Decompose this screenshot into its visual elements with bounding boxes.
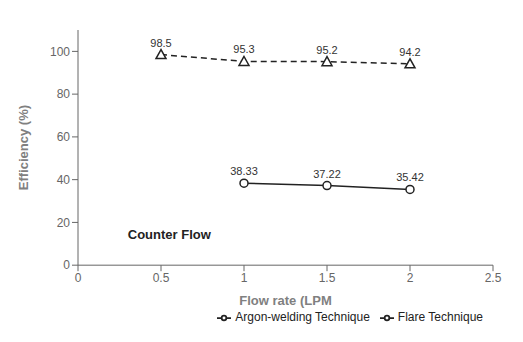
- html-text:Flare Technique: Flare Technique: [397, 310, 483, 325]
- svg-text:37.22: 37.22: [313, 168, 341, 180]
- svg-text:0: 0: [63, 258, 70, 272]
- svg-text:40: 40: [57, 173, 71, 187]
- svg-text:0.5: 0.5: [153, 271, 170, 285]
- svg-text:38.33: 38.33: [230, 165, 258, 177]
- svg-text:98.5: 98.5: [150, 37, 171, 49]
- svg-text:Flow rate (LPM: Flow rate (LPM: [239, 293, 331, 308]
- svg-text:60: 60: [57, 130, 71, 144]
- svg-text:20: 20: [57, 216, 71, 230]
- svg-text:94.2: 94.2: [399, 46, 420, 58]
- svg-text:95.2: 95.2: [316, 44, 337, 56]
- svg-text:2: 2: [407, 271, 414, 285]
- svg-text:Counter Flow: Counter Flow: [128, 227, 212, 242]
- svg-text:1.5: 1.5: [319, 271, 336, 285]
- svg-text:100: 100: [50, 45, 70, 59]
- svg-text:1: 1: [241, 271, 248, 285]
- svg-text:0: 0: [75, 271, 82, 285]
- svg-text:Efficiency (%): Efficiency (%): [16, 105, 31, 190]
- svg-text:2.5: 2.5: [485, 271, 502, 285]
- svg-text:95.3: 95.3: [233, 43, 254, 55]
- html-text:Argon-welding Technique: Argon-welding Technique: [235, 310, 370, 325]
- svg-text:80: 80: [57, 87, 71, 101]
- svg-text:35.42: 35.42: [396, 171, 424, 183]
